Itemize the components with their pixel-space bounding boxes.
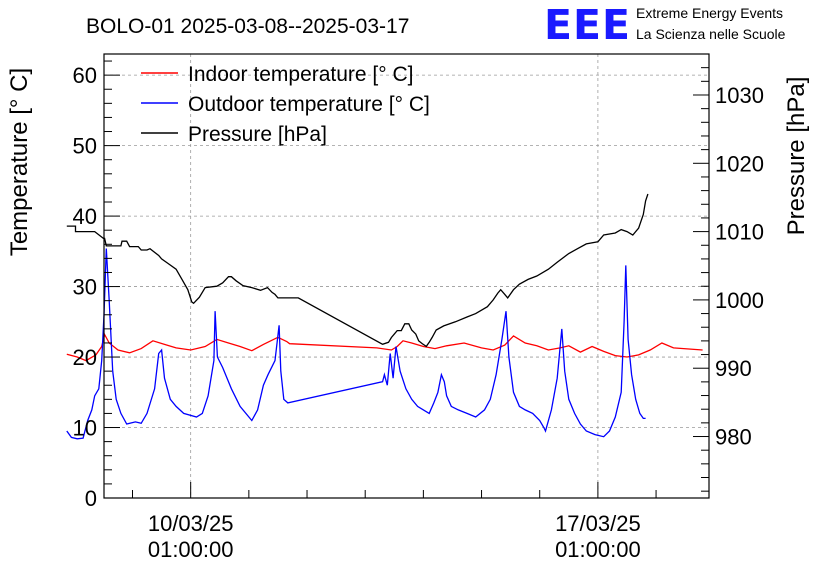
logo-text: EEE: [544, 1, 631, 49]
y-tick-label: 50: [73, 134, 97, 159]
plot-series: [66, 193, 703, 440]
axis-ticks: 0102030405060980990100010101020103010/03…: [73, 53, 764, 562]
y2-tick-label: 1010: [715, 220, 764, 245]
y-tick-label: 40: [73, 204, 97, 229]
org-line-2: La Scienza nelle Scuole: [636, 26, 786, 42]
y-tick-label: 10: [73, 416, 97, 441]
series-line-pressure: [66, 193, 649, 348]
legend-label-indoor: Indoor temperature [° C]: [188, 63, 414, 86]
y2-tick-label: 990: [715, 356, 752, 381]
y2-tick-label: 1000: [715, 288, 764, 313]
plot-frame: [103, 53, 710, 499]
x-tick-label-time: 01:00:00: [555, 537, 641, 562]
y2-axis-title: Pressure [hPa]: [783, 77, 810, 236]
y-tick-label: 30: [73, 275, 97, 300]
y2-tick-label: 1030: [715, 83, 764, 108]
y-tick-label: 0: [85, 486, 97, 511]
legend: Indoor temperature [° C] Outdoor tempera…: [141, 63, 430, 146]
series-line-indoor: [66, 332, 703, 362]
y-axis-title: Temperature [° C]: [6, 68, 33, 256]
y-tick-label: 60: [73, 63, 97, 88]
x-tick-label-date: 10/03/25: [148, 511, 234, 536]
y2-tick-label: 980: [715, 425, 752, 450]
chart-title: BOLO-01 2025-03-08--2025-03-17: [86, 15, 409, 38]
org-line-1: Extreme Energy Events: [636, 5, 783, 21]
eee-logo: EEE Extreme Energy Events La Scienza nel…: [544, 1, 786, 49]
grid-lines: [104, 54, 709, 498]
x-tick-label-time: 01:00:00: [148, 537, 234, 562]
legend-label-outdoor: Outdoor temperature [° C]: [188, 93, 430, 116]
x-tick-label-date: 17/03/25: [555, 511, 641, 536]
series-line-outdoor: [66, 248, 646, 440]
y-tick-label: 20: [73, 345, 97, 370]
legend-label-pressure: Pressure [hPa]: [188, 123, 327, 146]
y2-tick-label: 1020: [715, 151, 764, 176]
